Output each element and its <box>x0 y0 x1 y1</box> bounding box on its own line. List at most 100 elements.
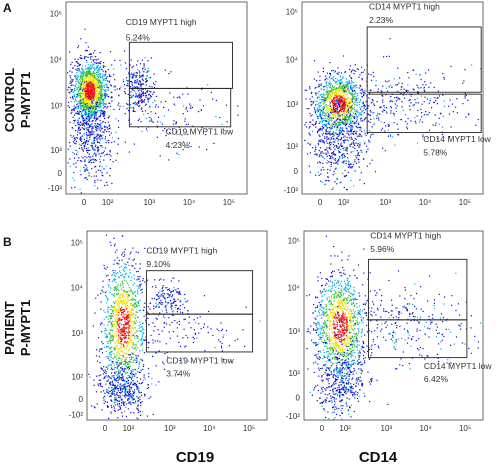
event-dot <box>93 102 95 104</box>
event-dot <box>317 86 319 88</box>
event-dot <box>148 98 150 100</box>
event-dot <box>370 111 372 113</box>
event-dot <box>128 337 130 339</box>
event-dot <box>357 98 359 100</box>
event-dot <box>120 294 122 296</box>
event-dot <box>136 96 138 98</box>
event-dot <box>146 130 148 132</box>
event-dot <box>325 104 327 106</box>
event-dot <box>426 98 428 100</box>
event-dot <box>198 111 200 113</box>
event-dot <box>111 309 113 311</box>
event-dot <box>94 68 96 70</box>
event-dot <box>338 117 340 119</box>
event-dot <box>157 106 159 108</box>
event-dot <box>130 107 132 109</box>
event-dot <box>334 168 336 170</box>
event-dot <box>96 97 98 99</box>
event-dot <box>94 92 96 94</box>
event-dot <box>75 137 77 139</box>
event-dot <box>147 98 149 100</box>
event-dot <box>153 91 155 93</box>
event-dot <box>87 102 89 104</box>
event-dot <box>343 175 345 177</box>
event-dot <box>114 308 116 310</box>
event-dot <box>77 81 79 83</box>
event-dot <box>118 348 120 350</box>
event-dot <box>124 353 126 355</box>
event-dot <box>110 394 112 397</box>
event-dot <box>119 309 121 311</box>
panel-letter-b: B <box>3 235 12 249</box>
event-dot <box>326 118 328 120</box>
event-dot <box>344 107 346 109</box>
event-dot <box>103 159 105 161</box>
event-dot <box>81 89 83 91</box>
event-dot <box>86 123 88 125</box>
event-dot <box>340 90 343 92</box>
event-dot <box>338 123 340 125</box>
event-dot <box>92 71 94 73</box>
event-dot <box>448 113 451 115</box>
event-dot <box>106 336 108 338</box>
event-dot <box>332 157 334 159</box>
event-dot <box>79 70 81 72</box>
event-dot <box>110 244 112 246</box>
event-dot <box>87 64 89 66</box>
event-dot <box>339 97 341 99</box>
event-dot <box>85 72 87 74</box>
event-dot <box>327 96 329 98</box>
event-dot <box>140 331 142 333</box>
event-dot <box>344 116 346 118</box>
event-dot <box>315 148 317 151</box>
event-dot <box>135 295 137 297</box>
event-dot <box>86 149 89 151</box>
event-dot <box>99 119 101 121</box>
event-dot <box>116 285 118 287</box>
event-dot <box>443 100 445 102</box>
event-dot <box>127 314 129 316</box>
event-dot <box>125 322 127 324</box>
event-dot <box>84 92 86 95</box>
event-dot <box>324 94 326 96</box>
y-tick-label: 0 <box>58 169 63 178</box>
event-dot <box>134 291 136 293</box>
event-dot <box>89 81 91 84</box>
event-dot <box>105 83 107 85</box>
event-dot <box>110 342 112 344</box>
event-dot <box>341 161 343 163</box>
event-dot <box>105 126 107 128</box>
event-dot <box>122 296 124 298</box>
event-dot <box>84 78 86 80</box>
event-dot <box>394 97 396 99</box>
event-dot <box>87 152 89 154</box>
event-dot <box>102 120 104 122</box>
event-dot <box>98 350 101 352</box>
event-dot <box>312 147 314 149</box>
event-dot <box>345 139 347 141</box>
event-dot <box>317 111 319 113</box>
event-dot <box>87 86 89 88</box>
event-dot <box>110 393 112 395</box>
event-dot <box>79 64 81 66</box>
event-dot <box>113 317 115 319</box>
event-dot <box>331 115 334 117</box>
event-dot <box>116 330 118 332</box>
event-dot <box>96 130 98 132</box>
event-dot <box>69 121 71 123</box>
event-dot <box>122 330 124 332</box>
event-dot <box>80 83 82 85</box>
event-dot <box>138 101 140 103</box>
event-dot <box>335 95 337 97</box>
event-dot <box>332 117 334 119</box>
event-dot <box>117 328 119 330</box>
event-dot <box>132 384 134 386</box>
x-tick-label: 10² <box>102 198 114 207</box>
event-dot <box>345 160 347 162</box>
event-dot <box>143 329 145 331</box>
event-dot <box>429 100 431 102</box>
event-dot <box>327 175 329 178</box>
event-dot <box>90 112 92 114</box>
event-dot <box>342 134 344 136</box>
event-dot <box>200 108 202 111</box>
